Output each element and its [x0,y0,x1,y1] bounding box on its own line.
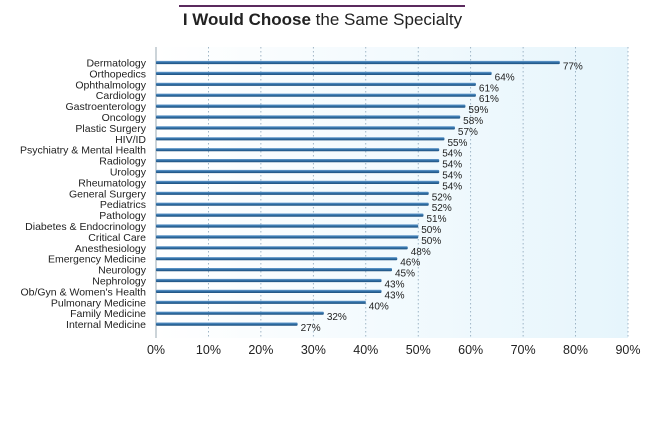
bar [156,159,440,163]
category-label: Psychiatry & Mental Health [20,145,146,157]
category-label: Rheumatology [78,177,146,189]
title-rule [179,5,465,7]
x-tick-label: 90% [615,343,640,357]
category-label: Nephrology [92,276,146,288]
bar [156,257,398,261]
category-label: Diabetes & Endocrinology [25,221,147,233]
data-label: 50% [421,225,441,236]
x-tick-label: 70% [511,343,536,357]
category-label: Pathology [99,210,146,222]
bar [156,104,466,108]
bar [156,289,382,293]
bar [156,148,440,152]
category-label: Gastroenterology [65,101,146,113]
data-label: 48% [411,247,431,258]
data-label: 54% [442,181,462,192]
category-label: Plastic Surgery [75,123,146,135]
bar [156,191,429,195]
x-tick-label: 20% [248,343,273,357]
bar [156,137,445,141]
data-label: 52% [432,203,452,214]
x-tick-label: 80% [563,343,588,357]
bar [156,202,429,206]
data-label: 61% [479,83,499,94]
chart-title: I Would Choose the Same Specialty [0,10,645,30]
data-label: 32% [327,312,347,323]
bar [156,71,492,75]
bar [156,180,440,184]
data-label: 64% [495,72,515,83]
data-label: 54% [442,171,462,182]
bar [156,213,424,217]
category-label: Neurology [98,265,147,277]
data-label: 55% [447,138,467,149]
bar [156,115,461,119]
bar [156,93,476,97]
category-label: Family Medicine [70,308,146,320]
category-label: Anesthesiology [75,243,147,255]
data-label: 61% [479,94,499,105]
bar [156,322,298,326]
data-label: 43% [385,290,405,301]
category-label: Emergency Medicine [48,254,146,266]
x-tick-label: 40% [353,343,378,357]
category-label: Radiology [99,156,146,168]
bar [156,235,419,239]
category-label: Oncology [102,112,147,124]
x-tick-label: 10% [196,343,221,357]
data-label: 57% [458,127,478,138]
bar [156,300,366,304]
category-label: Ophthalmology [75,79,146,91]
bar [156,278,382,283]
category-label: Ob/Gyn & Women's Health [20,286,146,298]
bar [156,169,440,174]
category-label: General Surgery [69,188,147,200]
category-label: Orthopedics [89,68,146,80]
bar [156,126,455,130]
data-label: 52% [432,192,452,203]
data-label: 58% [463,116,483,127]
data-label: 77% [563,62,583,73]
data-label: 40% [369,301,389,312]
data-label: 27% [301,323,321,334]
category-label: Cardiology [96,90,147,102]
category-label: Internal Medicine [66,319,146,331]
bar [156,224,419,228]
chart-title-bold: I Would Choose [182,10,311,29]
category-label: Dermatology [86,58,146,70]
bar [156,268,392,272]
x-tick-label: 50% [406,343,431,357]
x-tick-label: 30% [301,343,326,357]
data-label: 51% [426,214,446,225]
data-label: 54% [442,160,462,171]
data-label: 43% [385,280,405,291]
data-label: 46% [400,258,420,269]
bar [156,246,408,250]
bar [156,82,476,86]
bar [156,60,560,65]
category-label: Urology [110,167,147,179]
data-label: 54% [442,149,462,160]
category-label: Critical Care [88,232,146,244]
category-label: Pulmonary Medicine [51,297,146,309]
chart-title-rest: the Same Specialty [310,10,463,29]
category-label: HIV/ID [115,134,146,146]
data-label: 59% [468,105,488,116]
x-tick-label: 60% [458,343,483,357]
data-label: 45% [395,269,415,280]
bar [156,311,324,315]
category-label: Pediatrics [100,199,146,211]
x-tick-label: 0% [147,343,165,357]
data-label: 50% [421,236,441,247]
